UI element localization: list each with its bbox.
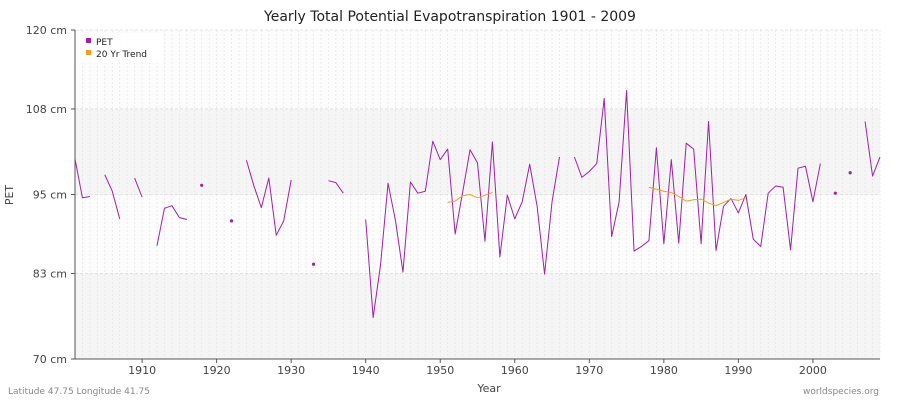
series-pet <box>74 90 881 319</box>
y-tick-label: 108 cm <box>26 103 67 116</box>
pet-line <box>156 205 187 246</box>
grid-lines <box>74 29 881 360</box>
x-tick-label: 1950 <box>426 364 454 377</box>
footer-source: worldspecies.org <box>803 387 879 397</box>
y-tick-label: 70 cm <box>33 353 67 366</box>
chart-title: Yearly Total Potential Evapotranspiratio… <box>263 9 636 25</box>
x-axis-label: Year <box>476 382 501 395</box>
pet-line <box>245 160 292 236</box>
pet-point <box>229 219 234 223</box>
plot-band <box>75 30 880 109</box>
x-tick-label: 1920 <box>203 364 231 377</box>
x-tick-label: 1960 <box>501 364 529 377</box>
pet-point <box>311 262 316 266</box>
pet-line <box>104 174 121 219</box>
x-tick-label: 1970 <box>575 364 603 377</box>
pet-line <box>573 90 821 252</box>
legend-swatch-trend <box>86 50 91 55</box>
x-tick-label: 1940 <box>352 364 380 377</box>
y-axis-label: PET <box>3 185 16 206</box>
footer-location: Latitude 47.75 Longitude 41.75 <box>8 387 150 397</box>
legend-label-trend: 20 Yr Trend <box>96 50 147 60</box>
pet-line <box>328 180 344 194</box>
pet-line <box>74 158 90 199</box>
trend-line <box>447 192 493 203</box>
x-tick-label: 1910 <box>128 364 156 377</box>
legend: PET 20 Yr Trend <box>79 33 163 63</box>
series-layer <box>74 90 881 319</box>
pet-line <box>365 140 560 319</box>
pet-point <box>833 191 837 195</box>
series-trend <box>447 186 746 207</box>
y-tick-label: 120 cm <box>26 24 67 37</box>
legend-swatch-pet <box>86 38 91 43</box>
pet-line <box>864 121 881 177</box>
x-tick-label: 1930 <box>277 364 305 377</box>
x-tick-label: 2000 <box>799 364 827 377</box>
trend-line <box>648 186 746 207</box>
pet-point <box>848 171 852 175</box>
x-tick-label: 1980 <box>650 364 678 377</box>
x-tick-label: 1990 <box>724 364 752 377</box>
tick-labels: 70 cm 83 cm 95 cm 108 cm 120 cm 1910 1920 1930 1… <box>26 24 827 377</box>
legend-label-pet: PET <box>96 38 113 48</box>
y-tick-label: 95 cm <box>33 189 67 202</box>
pet-point <box>200 183 204 187</box>
pet-line <box>134 177 143 198</box>
legend-box <box>79 33 163 63</box>
y-tick-label: 83 cm <box>33 267 67 280</box>
axes <box>71 29 880 363</box>
